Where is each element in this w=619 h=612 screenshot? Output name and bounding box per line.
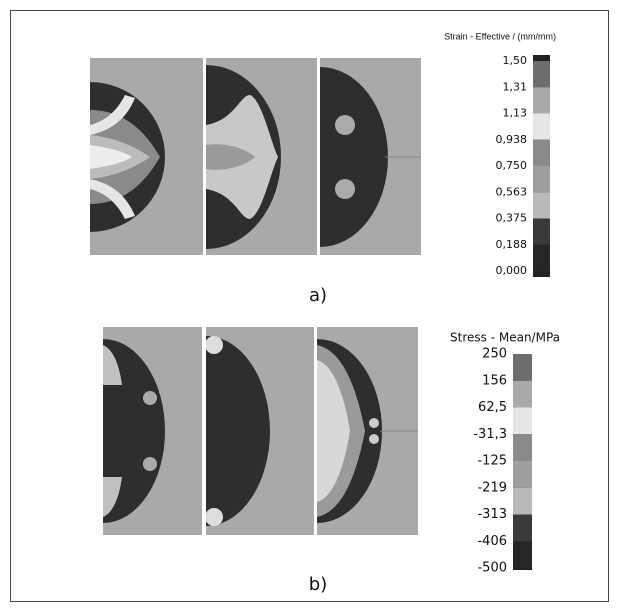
caption: a) xyxy=(309,285,327,306)
legend-label: -125 xyxy=(477,454,507,469)
legend-label: 0,750 xyxy=(496,159,528,172)
legend-label: 0,000 xyxy=(496,264,528,277)
legend-label: -313 xyxy=(477,507,507,522)
legend-label: -500 xyxy=(477,561,507,576)
colorbar-band xyxy=(513,408,532,435)
legend-title: Stress - Mean/MPa xyxy=(450,331,560,345)
colorbar-band xyxy=(533,140,550,166)
colorbar-band xyxy=(513,488,532,515)
legend-label: 0,375 xyxy=(496,212,528,225)
legend-label: 0,188 xyxy=(496,238,528,251)
colorbar-band xyxy=(513,434,532,461)
figure: Strain - Effective / (mm/mm) a) Stress -… xyxy=(0,0,619,612)
colorbar-band xyxy=(513,461,532,488)
legend-label: 156 xyxy=(482,373,507,388)
legend-label: 1,13 xyxy=(503,107,528,120)
colorbar-band xyxy=(533,245,550,271)
legend-label: 250 xyxy=(482,347,507,362)
colorbar-band xyxy=(533,87,550,113)
legend-label: 0,938 xyxy=(496,133,528,146)
legend-label: 1,31 xyxy=(503,80,528,93)
legend-label: -406 xyxy=(477,534,507,549)
legend-label: -31,3 xyxy=(473,427,507,442)
colorbar-band xyxy=(513,381,532,408)
colorbar-band xyxy=(533,61,550,87)
legend-label: 1,50 xyxy=(503,54,528,67)
colorbar-band xyxy=(533,166,550,192)
colorbar-band xyxy=(533,192,550,218)
colorbar-band xyxy=(533,219,550,245)
contour-panels-b xyxy=(41,327,418,535)
caption: b) xyxy=(309,574,327,595)
colorbar-band xyxy=(533,114,550,140)
contour-panels-a xyxy=(15,58,421,255)
colorbar-band xyxy=(513,515,532,542)
colorbar-band xyxy=(513,354,532,381)
legend-label: 0,563 xyxy=(496,185,528,198)
colorbar-band xyxy=(513,541,532,568)
legend-label: -219 xyxy=(477,480,507,495)
legend-title: Strain - Effective / (mm/mm) xyxy=(444,31,556,41)
legend-label: 62,5 xyxy=(478,400,507,415)
